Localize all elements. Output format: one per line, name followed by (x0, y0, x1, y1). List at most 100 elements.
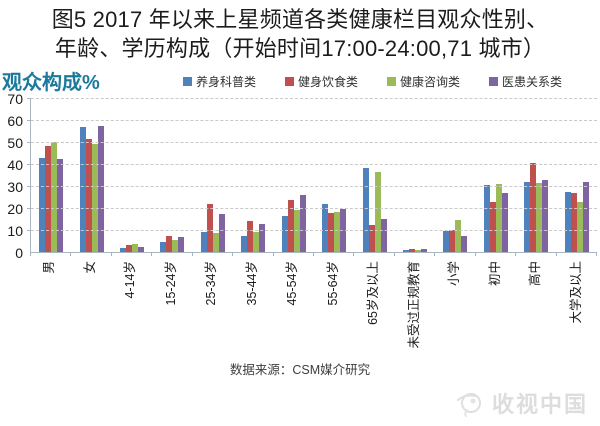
legend-swatch-icon (285, 77, 295, 86)
x-label-text: 4-14岁 (123, 261, 138, 299)
y-axis-tick (27, 208, 31, 209)
x-axis-tick (515, 252, 517, 256)
bar-医患关系类 (178, 236, 185, 252)
bar-健康咨询类 (253, 232, 260, 252)
bar-chart: 0 10 20 30 40 50 60 70 男 女 4-14岁 15-24岁 25-34岁 35-44… (0, 91, 600, 357)
y-tick-label: 30 (7, 179, 23, 195)
bar-医患关系类 (97, 126, 104, 252)
x-axis-tick (232, 252, 234, 256)
legend-item-2: 健身饮食类 (285, 73, 358, 90)
bar-养身科普类 (160, 242, 167, 252)
bar-健康咨询类 (51, 141, 58, 252)
chart-title-line1: 图5 2017 年以来上星频道各类健康栏目观众性别、 (51, 7, 549, 32)
legend-item-3: 健康咨询类 (387, 73, 460, 90)
x-label-text: 35-44岁 (244, 261, 259, 306)
bar-养身科普类 (241, 235, 248, 252)
y-axis-tick (27, 186, 31, 187)
x-axis-tick (555, 252, 557, 256)
bar-健身饮食类 (247, 221, 254, 252)
bar-group-未受过正规教育 (395, 99, 435, 252)
bar-健身饮食类 (45, 146, 52, 252)
x-label-text: 男 (42, 261, 57, 274)
x-axis-tick (596, 252, 597, 256)
y-tick-label: 70 (7, 91, 23, 107)
x-label-text: 55-64岁 (325, 261, 340, 306)
bar-健身饮食类 (206, 203, 213, 252)
x-axis-tick (110, 252, 112, 256)
x-label-text: 未受过正规教育 (406, 261, 421, 349)
bar-健康咨询类 (91, 143, 98, 252)
bar-养身科普类 (362, 167, 369, 252)
x-label-text: 女 (82, 261, 97, 274)
bar-养身科普类 (564, 191, 571, 252)
x-label-text: 初中 (487, 261, 502, 287)
bar-group-35-44岁 (233, 99, 273, 252)
bar-健身饮食类 (409, 248, 415, 252)
chart-header-row: 观众构成% 养身科普类 健身饮食类 健康咨询类 医患关系类 (0, 66, 600, 94)
bar-健康咨询类 (132, 244, 139, 252)
gridline (31, 208, 597, 209)
bar-健身饮食类 (85, 139, 92, 252)
bar-健康咨询类 (495, 184, 502, 252)
bar-健康咨询类 (374, 172, 381, 252)
gridline (31, 230, 597, 231)
y-tick-label: 0 (15, 245, 23, 261)
chart-title-line2: 年龄、学历构成（开始时间17:00-24:00,71 城市） (54, 36, 546, 61)
bar-养身科普类 (443, 231, 450, 252)
legend-item-4: 医患关系类 (489, 73, 562, 90)
legend-label: 健身饮食类 (298, 75, 359, 89)
x-axis-labels: 男 女 4-14岁 15-24岁 25-34岁 35-44岁 45-54岁 55-64岁 65岁… (30, 253, 597, 357)
legend-item-1: 养身科普类 (183, 73, 256, 90)
bar-医患关系类 (461, 235, 468, 252)
legend-swatch-icon (387, 77, 397, 86)
x-axis-tick (30, 252, 31, 256)
legend-swatch-icon (489, 77, 499, 86)
x-label-text: 25-34岁 (204, 261, 219, 306)
bar-健康咨询类 (536, 183, 543, 252)
y-axis-title: 观众构成% (2, 72, 100, 94)
bar-健身饮食类 (530, 163, 537, 252)
x-axis-tick (474, 252, 476, 256)
bar-健身饮食类 (126, 245, 133, 252)
bar-健康咨询类 (415, 249, 421, 252)
gridline (31, 120, 597, 121)
y-tick-label: 10 (7, 223, 23, 239)
bar-group-小学 (435, 99, 475, 252)
bar-医患关系类 (380, 219, 387, 252)
y-tick-label: 50 (7, 135, 23, 151)
y-tick-label: 20 (7, 201, 23, 217)
bar-健康咨询类 (212, 233, 219, 252)
bar-医患关系类 (259, 223, 266, 252)
bar-group-15-24岁 (152, 99, 192, 252)
bar-医患关系类 (218, 213, 225, 252)
bar-养身科普类 (79, 127, 86, 252)
y-tick-label: 60 (7, 113, 23, 129)
bar-group-25-34岁 (193, 99, 233, 252)
y-axis-tick (27, 98, 31, 99)
y-axis: 0 10 20 30 40 50 60 70 (0, 91, 30, 261)
legend-label: 医患关系类 (502, 75, 563, 89)
x-axis-tick (353, 252, 355, 256)
bar-养身科普类 (39, 158, 46, 252)
bar-医患关系类 (582, 182, 589, 252)
x-axis-tick (272, 252, 274, 256)
bar-医患关系类 (501, 193, 508, 252)
bar-group-初中 (476, 99, 516, 252)
bar-健身饮食类 (287, 199, 294, 252)
x-label-text: 高中 (528, 261, 543, 287)
y-axis-tick (27, 142, 31, 143)
bar-健身饮食类 (166, 235, 173, 252)
bar-健身饮食类 (489, 201, 496, 252)
watermark: 收视中国 (455, 387, 588, 419)
legend-label: 健康咨询类 (400, 75, 461, 89)
bar-医患关系类 (57, 159, 64, 252)
gridline (31, 98, 597, 99)
x-axis-tick (393, 252, 395, 256)
bar-养身科普类 (403, 249, 409, 252)
bar-医患关系类 (542, 179, 549, 252)
y-axis-tick (27, 164, 31, 165)
x-axis-tick (151, 252, 153, 256)
y-tick-label: 40 (7, 157, 23, 173)
legend-label: 养身科普类 (196, 75, 257, 89)
bar-group-大学及以上 (556, 99, 596, 252)
